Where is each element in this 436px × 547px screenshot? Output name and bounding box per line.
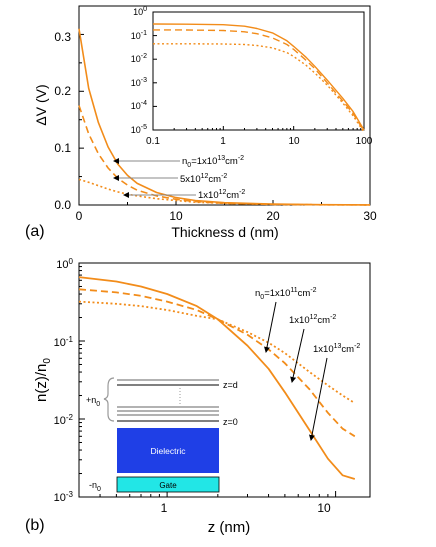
- panel-b-y-ticklabels: 100 10-1 10-2 10-3: [54, 257, 74, 504]
- panel-a: 0.0 0.1 0.2 0.3 0 10 20 30 Thickness d (…: [25, 5, 377, 240]
- inset-x-tick-1: 1: [220, 136, 226, 147]
- panel-a-y-tick-1: 0.1: [54, 141, 71, 155]
- svg-text:100: 100: [56, 257, 73, 271]
- panel-b-ticks: [78, 262, 337, 498]
- panel-b-label: (b): [25, 517, 45, 534]
- panel-b-annotation-1e13: 1x1013cm-2: [309, 343, 360, 441]
- panel-a-annotation-5e12: 5x1012cm-2: [113, 173, 227, 185]
- device-schematic: +n0 z=d z=0 Dielectric Gate -n0: [86, 377, 238, 493]
- svg-text:1x1012cm-2: 1x1012cm-2: [198, 189, 245, 201]
- dielectric-block: [117, 428, 219, 473]
- panel-a-x-tick-0: 0: [76, 209, 83, 223]
- svg-text:1x1012cm-2: 1x1012cm-2: [289, 314, 336, 326]
- panel-b-series-dotted: [78, 300, 356, 404]
- inset-x-tick-0: 0.1: [146, 136, 160, 147]
- panel-b-annotation-1e11: n0=1x1011cm-2: [255, 287, 317, 353]
- svg-text:10-2: 10-2: [131, 53, 147, 64]
- panel-b: 100 10-1 10-2 10-3 1 10 z (nm) n(z)/n0 (…: [25, 257, 371, 536]
- panel-b-series-solid: [78, 276, 356, 480]
- schematic-plus-label: +n0: [86, 395, 100, 408]
- svg-text:5x1012cm-2: 5x1012cm-2: [180, 173, 227, 185]
- panel-a-x-tick-2: 20: [266, 209, 280, 223]
- panel-a-y-axis-label: ΔV (V): [33, 84, 49, 125]
- inset-x-tick-3: 100: [356, 136, 373, 147]
- svg-text:n0=1x1011cm-2: n0=1x1011cm-2: [255, 287, 317, 301]
- panel-b-x-tick-1: 10: [317, 501, 331, 515]
- panel-a-annotation-1e12: 1x1012cm-2: [123, 189, 245, 201]
- schematic-bottom-label: z=0: [223, 417, 238, 427]
- svg-text:10-2: 10-2: [54, 413, 74, 427]
- panel-b-series-dashed: [78, 288, 356, 438]
- panel-a-y-tick-0: 0.0: [54, 198, 71, 212]
- panel-a-y-tick-3: 0.3: [54, 30, 71, 44]
- schematic-minus-label: -n0: [89, 480, 101, 493]
- panel-b-y-axis-label: n(z)/n0: [33, 358, 53, 402]
- gate-block: [116, 476, 220, 493]
- svg-text:100: 100: [133, 6, 147, 17]
- inset-y-ticklabels: 100 10-1 10-2 10-3 10-4 10-5: [131, 6, 147, 135]
- svg-text:10-1: 10-1: [54, 335, 74, 349]
- svg-text:n0=1x1013cm-2: n0=1x1013cm-2: [182, 155, 244, 169]
- panel-a-annotation-1e13: n0=1x1013cm-2: [113, 155, 244, 169]
- panel-b-frame: [78, 262, 371, 498]
- panel-a-x-tick-1: 10: [169, 209, 183, 223]
- panel-b-x-tick-0: 1: [161, 501, 168, 515]
- panel-a-inset: 100 10-1 10-2 10-3 10-4 10-5 0.1 1 10 10…: [131, 6, 373, 147]
- svg-text:10-3: 10-3: [54, 490, 74, 504]
- inset-series-dotted: [153, 43, 365, 133]
- svg-text:1x1013cm-2: 1x1013cm-2: [313, 343, 360, 355]
- inset-x-tick-2: 10: [288, 136, 300, 147]
- panel-a-x-tick-3: 30: [363, 209, 377, 223]
- panel-a-y-tick-2: 0.2: [54, 84, 71, 98]
- svg-text:10-3: 10-3: [131, 77, 147, 88]
- svg-text:10-1: 10-1: [131, 30, 147, 41]
- panel-a-series-dashed: [78, 105, 371, 206]
- svg-text:10-5: 10-5: [131, 124, 147, 135]
- panel-b-series: [78, 276, 356, 480]
- schematic-brace: [103, 377, 115, 422]
- gate-label: Gate: [159, 481, 177, 490]
- panel-a-x-axis-label: Thickness d (nm): [171, 224, 278, 240]
- panel-a-label: (a): [25, 223, 45, 240]
- panel-a-series: [78, 28, 371, 206]
- schematic-top-label: z=d: [223, 380, 238, 390]
- inset-series-solid: [152, 23, 365, 131]
- inset-frame: [152, 11, 365, 131]
- panel-b-x-axis-label: z (nm): [208, 519, 251, 536]
- inset-series-dashed: [152, 29, 365, 132]
- panel-b-annotation-1e12: 1x1012cm-2: [289, 314, 336, 383]
- inset-series: [152, 23, 365, 133]
- dielectric-label: Dielectric: [151, 446, 187, 456]
- svg-text:10-4: 10-4: [131, 100, 147, 111]
